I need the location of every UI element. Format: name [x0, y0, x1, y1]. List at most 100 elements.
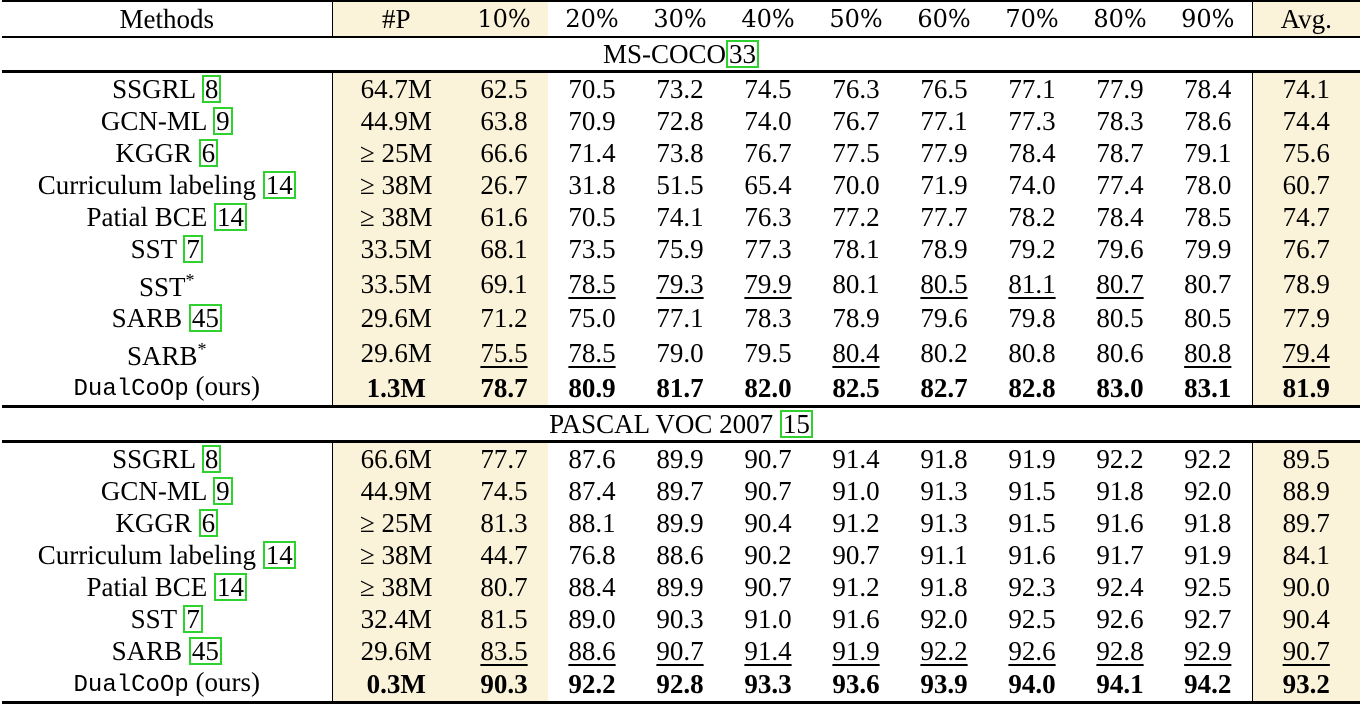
- value-cell: 91.5: [1008, 508, 1056, 538]
- value-cell: 80.8: [1164, 334, 1253, 371]
- value-cell: 90.2: [744, 540, 792, 570]
- method-name: DualCoOp (ours): [2, 371, 333, 407]
- value-cell: 90.3: [460, 667, 548, 704]
- value-cell: 74.0: [744, 106, 792, 136]
- value-cell: 81.1: [1008, 268, 1056, 299]
- method-label: SST: [138, 272, 186, 302]
- value-cell: 89.0: [568, 604, 616, 634]
- method-label: Curriculum labeling: [37, 170, 263, 200]
- value-cell: 76.7: [832, 106, 880, 136]
- value-cell: 93.6: [812, 667, 900, 704]
- method-name: Curriculum labeling 14: [2, 539, 333, 571]
- value-cell: 72.8: [656, 106, 704, 136]
- value-cell: 89.9: [656, 444, 704, 474]
- value-cell: 90.7: [744, 444, 792, 474]
- value-cell: 81.5: [460, 603, 548, 635]
- value-cell: 90.7: [832, 540, 880, 570]
- value-cell: 79.9: [744, 268, 792, 299]
- value-cell: 91.3: [920, 508, 968, 538]
- value-cell: 75.9: [656, 234, 704, 264]
- value-cell: 80.1: [832, 268, 880, 299]
- params-cell: ≥ 38M: [332, 201, 460, 233]
- params-cell: 29.6M: [332, 302, 460, 334]
- params-cell: ≥ 38M: [332, 571, 460, 603]
- params-cell: ≥ 38M: [332, 169, 460, 201]
- ratio-header: 30%: [636, 0, 724, 38]
- value-cell: 77.4: [1096, 170, 1144, 200]
- avg-cell: 89.5: [1252, 441, 1360, 475]
- value-cell: 79.9: [1164, 233, 1253, 265]
- value-cell: 88.6: [568, 636, 616, 666]
- value-cell: 80.7: [460, 571, 548, 603]
- value-cell: 79.5: [744, 337, 792, 368]
- avg-cell: 76.7: [1252, 233, 1360, 265]
- variant-marker: *: [197, 339, 207, 359]
- value-cell: 80.8: [1008, 337, 1056, 368]
- value-cell: 73.8: [656, 138, 704, 168]
- value-cell: 82.7: [920, 373, 968, 403]
- value-cell: 74.0: [1008, 170, 1056, 200]
- value-cell: 83.5: [460, 635, 548, 667]
- ratio-header: 40%: [724, 0, 812, 38]
- value-cell: 61.6: [460, 201, 548, 233]
- method-suffix: (ours): [188, 667, 260, 697]
- value-cell: 92.6: [1008, 636, 1056, 666]
- avg-header: Avg.: [1252, 0, 1360, 38]
- value-cell: 78.9: [920, 234, 968, 264]
- value-cell: 80.4: [832, 337, 880, 368]
- avg-cell: 89.7: [1252, 507, 1360, 539]
- table-row: SSGRL 8 66.6M 77.7 87.6 89.9 90.7 91.4 91.8 91.9…: [2, 441, 1360, 475]
- value-cell: 88.4: [568, 572, 616, 602]
- value-cell: 90.7: [744, 572, 792, 602]
- table-row: SST 7 33.5M 68.1 73.5 75.9 77.3 78.1 78.9 79.2 79…: [2, 233, 1360, 265]
- value-cell: 91.6: [1008, 540, 1056, 570]
- method-label: DualCoOp: [73, 376, 189, 403]
- value-cell: 78.1: [832, 234, 880, 264]
- params-cell: 0.3M: [332, 667, 460, 704]
- avg-cell: 77.9: [1252, 302, 1360, 334]
- value-cell: 77.5: [832, 138, 880, 168]
- value-cell: 76.7: [744, 138, 792, 168]
- value-cell: 83.1: [1164, 371, 1253, 407]
- citation-ref: 7: [183, 235, 203, 263]
- value-cell: 89.7: [656, 476, 704, 506]
- value-cell: 91.8: [1164, 507, 1253, 539]
- params-header: #P: [332, 0, 460, 38]
- value-cell: 71.2: [460, 302, 548, 334]
- citation-ref: 33: [726, 40, 760, 68]
- value-cell: 78.7: [460, 371, 548, 407]
- params-cell: 44.9M: [332, 475, 460, 507]
- value-cell: 94.0: [988, 667, 1076, 704]
- method-name: Patial BCE 14: [2, 571, 333, 603]
- ratio-header: 10%: [460, 0, 548, 38]
- methods-header: Methods: [2, 0, 333, 38]
- value-cell: 65.4: [744, 170, 792, 200]
- method-name: KGGR 6: [2, 507, 333, 539]
- table-row: GCN-ML 9 44.9M 63.8 70.9 72.8 74.0 76.7 77.1 77.…: [2, 105, 1360, 137]
- table-row: SARB 45 29.6M 71.2 75.0 77.1 78.3 78.9 79.6 79.8…: [2, 302, 1360, 334]
- value-cell: 69.1: [460, 265, 548, 302]
- value-cell: 88.1: [568, 508, 616, 538]
- value-cell: 77.7: [460, 441, 548, 475]
- value-cell: 77.9: [1096, 74, 1144, 104]
- value-cell: 92.0: [1164, 475, 1253, 507]
- value-cell: 92.4: [1096, 572, 1144, 602]
- value-cell: 66.6: [460, 137, 548, 169]
- value-cell: 91.5: [1008, 476, 1056, 506]
- ratio-header: 70%: [988, 0, 1076, 38]
- header-row: Methods #P 10% 20% 30% 40% 50% 60% 70% 8…: [2, 0, 1360, 38]
- value-cell: 87.6: [568, 444, 616, 474]
- value-cell: 92.9: [1164, 635, 1253, 667]
- method-label: GCN-ML: [100, 106, 214, 136]
- value-cell: 68.1: [460, 233, 548, 265]
- value-cell: 92.2: [548, 667, 636, 704]
- table-row: SSGRL 8 64.7M 62.5 70.5 73.2 74.5 76.3 76.5 77.1…: [2, 71, 1360, 105]
- value-cell: 80.2: [920, 337, 968, 368]
- value-cell: 90.7: [744, 476, 792, 506]
- value-cell: 91.3: [920, 476, 968, 506]
- value-cell: 78.4: [1164, 71, 1253, 105]
- citation-ref: 14: [262, 171, 296, 199]
- value-cell: 26.7: [460, 169, 548, 201]
- value-cell: 81.3: [460, 507, 548, 539]
